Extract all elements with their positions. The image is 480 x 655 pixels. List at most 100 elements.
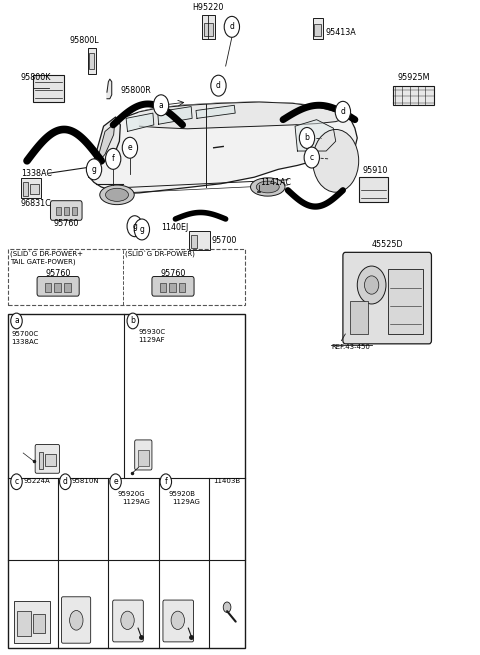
Polygon shape [196,105,235,119]
Circle shape [127,215,143,236]
Polygon shape [89,102,357,193]
FancyBboxPatch shape [113,600,144,642]
Bar [169,283,176,291]
Bar [8,314,245,648]
Text: 95224A: 95224A [23,478,50,484]
Circle shape [134,219,150,240]
FancyBboxPatch shape [37,276,79,296]
Circle shape [211,75,226,96]
Bar [45,283,51,291]
Ellipse shape [171,611,184,629]
Text: REF.43-450: REF.43-450 [331,345,370,350]
Bar [159,283,166,291]
Text: a: a [14,316,19,326]
Text: 96831C: 96831C [21,199,51,208]
Ellipse shape [121,611,134,629]
FancyBboxPatch shape [163,600,193,642]
Text: 1129AG: 1129AG [122,499,150,506]
Bar [179,283,185,291]
Bar [17,611,31,636]
Circle shape [11,474,22,489]
Bar [359,177,388,202]
Text: 95910: 95910 [362,166,387,174]
Text: 95800L: 95800L [70,36,99,45]
Circle shape [224,16,240,37]
Bar [388,269,423,334]
Text: 1338AC: 1338AC [12,339,39,345]
Polygon shape [89,117,120,177]
Text: 45525D: 45525D [372,240,403,249]
Text: 95920G: 95920G [118,491,145,497]
Text: 1141AC: 1141AC [260,178,291,187]
FancyBboxPatch shape [61,597,91,643]
Text: 95700: 95700 [212,236,237,245]
Circle shape [154,95,168,116]
Ellipse shape [251,178,285,196]
Ellipse shape [70,610,83,630]
Bar [54,283,61,291]
Text: 95925M: 95925M [397,73,430,83]
Text: a: a [159,101,163,110]
Bar [64,283,71,291]
Polygon shape [107,79,112,99]
Bar [33,614,45,633]
Bar [350,301,368,334]
Bar [204,23,213,36]
Text: c: c [14,477,19,486]
Bar [138,450,149,466]
FancyBboxPatch shape [35,445,60,474]
Text: c: c [310,153,314,162]
Circle shape [223,602,231,612]
Text: g: g [132,221,137,231]
Bar [191,234,197,248]
Polygon shape [295,120,336,151]
Text: 95920B: 95920B [168,491,195,497]
Text: 95800K: 95800K [21,73,51,83]
Text: e: e [113,477,118,486]
FancyBboxPatch shape [14,601,50,643]
Circle shape [335,102,350,122]
Text: g: g [140,225,144,234]
Bar [8,249,245,305]
Text: d: d [216,81,221,90]
Text: f: f [165,477,167,486]
Polygon shape [126,113,154,132]
FancyBboxPatch shape [343,252,432,344]
Ellipse shape [100,185,134,204]
Text: H95220: H95220 [193,3,224,12]
Bar [38,453,43,469]
Circle shape [60,474,71,489]
Circle shape [110,474,121,489]
FancyBboxPatch shape [50,200,82,220]
Bar [23,181,28,196]
Ellipse shape [106,188,129,201]
Text: b: b [305,134,310,142]
Bar [89,53,94,69]
Bar [314,24,322,36]
Text: 11403B: 11403B [214,478,241,484]
Text: (SLID`G DR-POWER+: (SLID`G DR-POWER+ [10,251,83,258]
Text: 95413A: 95413A [325,28,356,37]
Text: TAIL GATE-POWER): TAIL GATE-POWER) [10,259,76,265]
Bar [64,207,69,215]
Text: 1140EJ: 1140EJ [161,223,188,232]
FancyBboxPatch shape [152,276,194,296]
Text: d: d [229,22,234,31]
Bar [45,455,56,466]
Text: d: d [229,22,235,31]
Text: 1129AF: 1129AF [139,337,165,343]
Bar [202,15,215,39]
Bar [393,86,434,105]
FancyBboxPatch shape [135,440,152,470]
Bar [72,207,77,215]
Polygon shape [157,107,192,124]
Text: 1338AC: 1338AC [21,169,52,178]
Circle shape [86,159,102,179]
Text: d: d [340,107,345,117]
Circle shape [106,149,121,170]
Bar [33,75,64,102]
Text: d: d [63,477,68,486]
Text: (SLID`G DR-POWER): (SLID`G DR-POWER) [125,251,195,258]
Ellipse shape [357,266,386,304]
Bar [189,231,210,250]
